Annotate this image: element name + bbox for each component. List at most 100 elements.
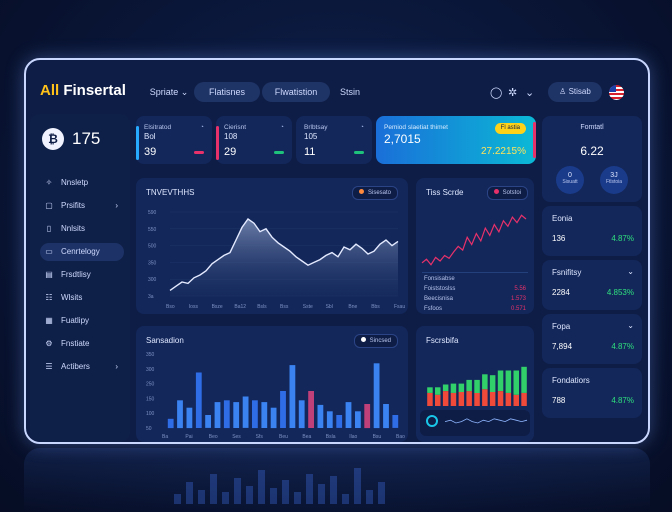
- sidebar-item-list[interactable]: ☷ Wlsits: [40, 289, 124, 307]
- main-chart-legend[interactable]: Sisesato: [351, 186, 398, 200]
- brand-logo[interactable]: All Finsertal: [40, 82, 126, 99]
- sidebar-item-market[interactable]: ✧ Nnsletp: [40, 174, 124, 192]
- y-tick-label: 550: [148, 227, 157, 233]
- stat-card-3[interactable]: Brlbtsay 105 ◔ 11: [296, 116, 372, 164]
- y-tick-label: 300: [148, 277, 157, 283]
- sidebar-item-cards[interactable]: ▤ Frsdtlisy: [40, 266, 124, 284]
- sidebar-item-profits[interactable]: ▢ Prsifits ›: [40, 197, 124, 215]
- bar: [392, 415, 399, 428]
- balance-display: ₿ 175: [42, 128, 100, 150]
- bar-chart-legend[interactable]: Sincsed: [353, 334, 398, 348]
- sidebar-item-wallet[interactable]: ▭ Cenrtelogy: [40, 243, 124, 261]
- stack-bar-red: [458, 392, 465, 406]
- bar: [270, 407, 277, 429]
- right-card-value: 2284: [552, 288, 570, 297]
- right-card-1[interactable]: Eonia 136 4.87%: [542, 206, 642, 256]
- summary-circle-2[interactable]: 3J Ftlstoia: [600, 166, 628, 194]
- sidebar: ₿ 175 ✧ Nnsletp ▢ Prsifits › ▯ Nnlsits ▭ Cenr…: [30, 114, 130, 442]
- x-tick-label: Bbs: [371, 304, 380, 310]
- right-card-change: 4.87%: [611, 234, 634, 243]
- highlight-card[interactable]: Pemiod slaetiat thimet 2,7015 Fl astia 2…: [376, 116, 536, 164]
- sidebar-item-users[interactable]: ☰ Actibers ›: [40, 358, 124, 376]
- user-menu[interactable]: ♙ Stisab: [548, 82, 602, 102]
- right-card-3[interactable]: Fopa ⌄ 7,894 4.87%: [542, 314, 642, 364]
- bar-chart-card: Sansadion Sincsed 350 300 250 150 100 50 Ba Pai…: [136, 326, 408, 442]
- divider: [422, 272, 528, 273]
- stack-bar-green: [442, 384, 449, 391]
- x-tick-label: Beo: [209, 434, 218, 440]
- bar: [336, 415, 343, 428]
- stack-bar-green: [450, 383, 457, 393]
- mini-line-panel: [420, 410, 530, 436]
- sidebar-item-label: Fnstiate: [61, 339, 90, 348]
- y-tick-label: 590: [148, 210, 157, 216]
- small-line-chart: [421, 214, 527, 266]
- stat-label: Elsitratod: [144, 124, 172, 131]
- nav-tab-stsin[interactable]: Stsin: [330, 82, 370, 102]
- highlight-percent: 27.2215%: [480, 146, 526, 157]
- stack-bar-green: [458, 383, 465, 392]
- nav-tab-flwatistion[interactable]: Flwatistion: [262, 82, 330, 102]
- brand-name: Finsertal: [59, 82, 126, 99]
- nav-tab-label: Flwatistion: [274, 87, 318, 97]
- settings-icon[interactable]: ✲: [508, 87, 518, 99]
- sidebar-item-label: Frsdtlisy: [61, 270, 91, 279]
- small-chart-legend[interactable]: Sotstoi: [486, 186, 528, 200]
- x-tick-label: Bsla: [326, 434, 336, 440]
- sidebar-item-settings[interactable]: ⚙ Fnstiate: [40, 335, 124, 353]
- stat-trend: [194, 151, 204, 154]
- nav-tab-flatisnes[interactable]: Flatisnes: [194, 82, 260, 102]
- small-row-label: Foiststoslss: [424, 286, 456, 292]
- summary-circle-1[interactable]: 0 Sisuatt: [556, 166, 584, 194]
- small-row-value: 0.571: [510, 306, 526, 312]
- y-tick-label: 3a: [148, 294, 154, 300]
- us-flag-icon[interactable]: [609, 85, 624, 100]
- top-header: All Finsertal Spriate ⌄ Flatisnes Flwati…: [26, 60, 648, 114]
- chevron-down-icon[interactable]: ⌄: [525, 87, 535, 99]
- highlight-badge[interactable]: Fl astia: [494, 123, 526, 134]
- bar: [195, 372, 202, 428]
- bar: [177, 400, 183, 429]
- stack-bar-green: [521, 366, 527, 393]
- stack-bar-red: [427, 392, 433, 406]
- right-card-2[interactable]: Fsnifitsy ⌄ 2284 4.853%: [542, 260, 642, 310]
- stat-sub: Bol: [144, 132, 156, 141]
- small-row-label: Beecisnisa: [424, 296, 454, 302]
- bar: [383, 404, 389, 429]
- right-card-value: 788: [552, 396, 566, 405]
- y-tick-label: 50: [146, 426, 152, 432]
- stat-sub: 105: [304, 132, 318, 141]
- stat-card-1[interactable]: Elsitratod Bol ◔ 39: [136, 116, 212, 164]
- stack-bar-red: [466, 391, 472, 406]
- brand-accent: All: [40, 82, 60, 99]
- right-card-title: Fopa: [552, 322, 571, 331]
- chevron-down-icon[interactable]: ⌄: [627, 267, 634, 276]
- users-icon: ☰: [45, 362, 53, 371]
- area-fill: [170, 219, 398, 296]
- main-chart-title: TNVEVTHHS: [146, 188, 195, 197]
- mini-line: [444, 418, 528, 424]
- bar: [233, 402, 240, 428]
- summary-title: Fomtatl: [580, 124, 604, 131]
- stack-bar-green: [474, 379, 480, 393]
- stat-card-2[interactable]: Cierisnt 108 ◔ 29: [216, 116, 292, 164]
- y-tick-label: 350: [148, 260, 157, 266]
- sidebar-item-docs[interactable]: ▯ Nnlsits: [40, 220, 124, 238]
- user-icon: ♙: [559, 87, 567, 96]
- list-icon: ☷: [45, 293, 53, 302]
- right-card-4[interactable]: Fondatiors 788 4.87%: [542, 368, 642, 418]
- legend-dot: [493, 189, 499, 194]
- circle-label: Sisuatt: [562, 179, 578, 185]
- chevron-down-icon[interactable]: ⌄: [627, 321, 634, 330]
- sidebar-item-chart[interactable]: ▦ Fuatlipy: [40, 312, 124, 330]
- right-card-title: Fsnifitsy: [552, 268, 582, 277]
- nav-tab-spriate[interactable]: Spriate ⌄: [144, 82, 194, 102]
- stack-bar-red: [442, 391, 449, 406]
- globe-icon[interactable]: ◯: [490, 87, 503, 99]
- stack-bar-red: [482, 389, 488, 406]
- y-tick-label: 150: [146, 396, 155, 402]
- bar: [355, 411, 361, 428]
- bar: [289, 365, 296, 428]
- x-tick-label: Ba: [162, 434, 168, 440]
- summary-card: Fomtatl 6.22 0 Sisuatt 3J Ftlstoia: [542, 116, 642, 202]
